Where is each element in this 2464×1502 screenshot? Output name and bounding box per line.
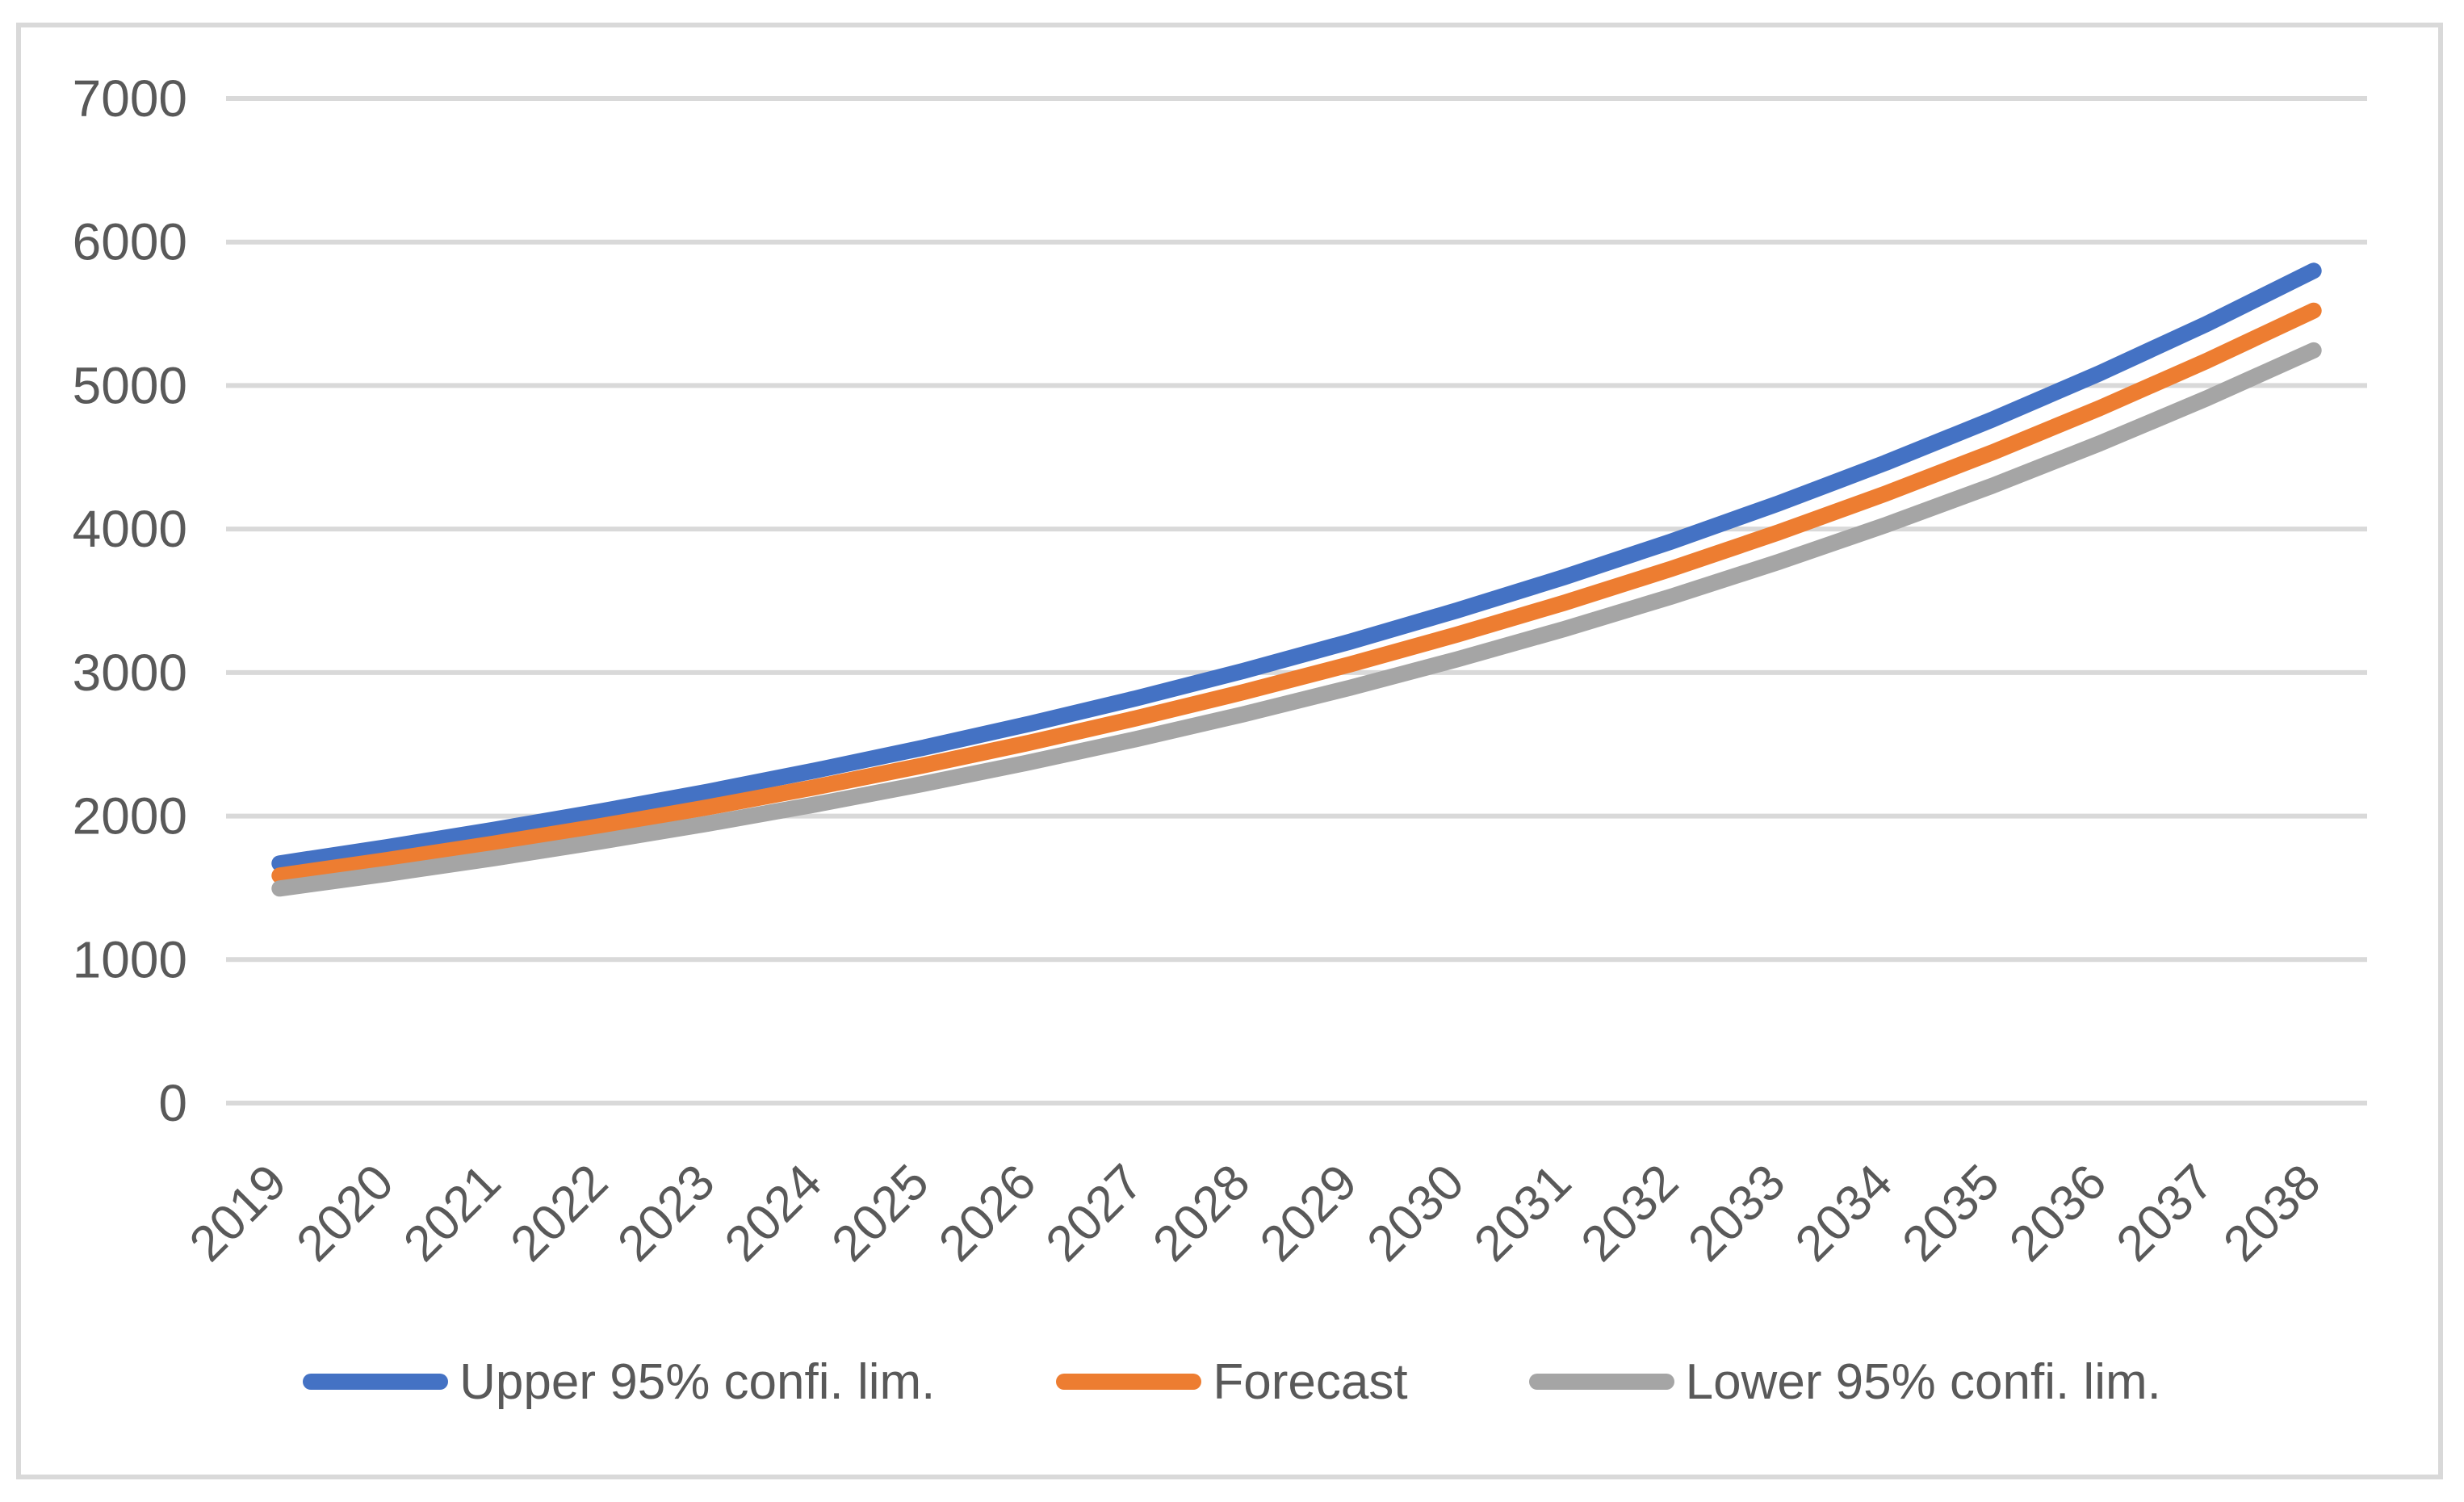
x-tick-label: 2024	[714, 1154, 832, 1272]
x-tick-label: 2031	[1464, 1154, 1582, 1272]
series-line-lower-95-confidence-limit	[271, 342, 2322, 897]
legend-item-forecast: Forecast	[1056, 1353, 1408, 1411]
legend-label-lower: Lower 95% confi. lim.	[1685, 1353, 2161, 1410]
x-tick-label: 2035	[1892, 1154, 2009, 1272]
legend-swatch-lower	[1528, 1374, 1674, 1390]
y-tick-label: 4000	[73, 500, 187, 558]
x-tick-label: 2026	[928, 1154, 1046, 1272]
legend-item-upper: Upper 95% confi. lim.	[303, 1353, 935, 1411]
y-tick-label: 2000	[73, 787, 187, 845]
x-tick-label: 2028	[1142, 1154, 1260, 1272]
x-tick-label: 2019	[179, 1154, 297, 1272]
x-tick-label: 2029	[1250, 1154, 1368, 1272]
legend-label-upper: Upper 95% confi. lim.	[459, 1353, 936, 1410]
legend-item-lower: Lower 95% confi. lim.	[1528, 1353, 2161, 1411]
chart-legend: Upper 95% confi. lim. Forecast Lower 95%…	[0, 1337, 2464, 1426]
x-tick-label: 2038	[2213, 1154, 2331, 1272]
x-tick-label: 2037	[2106, 1154, 2224, 1272]
legend-label-forecast: Forecast	[1213, 1353, 1408, 1410]
x-tick-label: 2034	[1785, 1154, 1903, 1272]
x-tick-label: 2025	[821, 1154, 939, 1272]
x-tick-label: 2020	[286, 1154, 404, 1272]
x-tick-label: 2033	[1678, 1154, 1796, 1272]
x-tick-label: 2021	[393, 1154, 511, 1272]
y-tick-label: 7000	[73, 69, 187, 128]
series-line-upper-95-confidence-limit	[271, 262, 2322, 872]
x-tick-label: 2022	[501, 1154, 618, 1272]
y-tick-label: 6000	[73, 213, 187, 271]
y-tick-label: 3000	[73, 644, 187, 702]
legend-swatch-upper	[303, 1374, 449, 1390]
x-tick-label: 2027	[1036, 1154, 1154, 1272]
x-tick-label: 2030	[1356, 1154, 1474, 1272]
x-tick-label: 2036	[1999, 1154, 2117, 1272]
series-line-forecast	[271, 302, 2322, 884]
legend-swatch-forecast	[1056, 1374, 1202, 1390]
x-tick-label: 2032	[1571, 1154, 1689, 1272]
y-tick-label: 5000	[73, 356, 187, 414]
y-tick-label: 0	[158, 1074, 187, 1132]
x-tick-label: 2023	[607, 1154, 725, 1272]
y-tick-label: 1000	[73, 930, 187, 988]
